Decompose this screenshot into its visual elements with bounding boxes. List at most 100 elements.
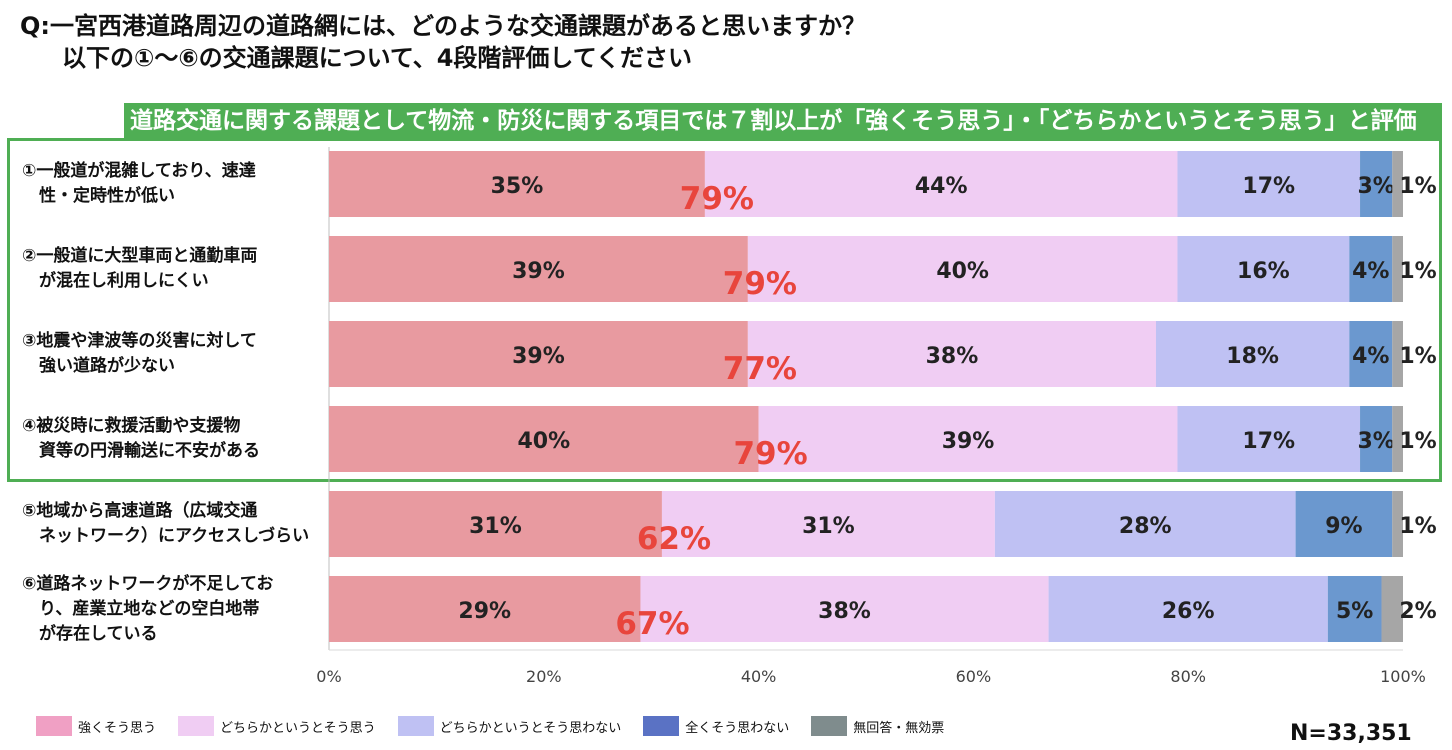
bar-segment-row2-s1 bbox=[329, 236, 748, 302]
row-label-4: ④被災時に救援活動や支援物 資等の円滑輸送に不安がある bbox=[22, 416, 260, 461]
data-label-row3-s3: 18% bbox=[1226, 344, 1279, 369]
data-label-row2-s5: 1% bbox=[1399, 259, 1436, 284]
subtotal-label-row3: 77% bbox=[723, 351, 797, 387]
data-label-row3-s1: 39% bbox=[512, 344, 565, 369]
legend-label: どちらかというとそう思わない bbox=[439, 720, 622, 736]
x-tick-label: 100% bbox=[1380, 667, 1426, 686]
data-label-row6-s3: 26% bbox=[1162, 599, 1215, 624]
x-tick-label: 40% bbox=[741, 667, 777, 686]
bar-segment-row4-s4 bbox=[1360, 406, 1393, 472]
data-label-row1-s5: 1% bbox=[1399, 174, 1436, 199]
data-label-row1-s3: 17% bbox=[1242, 174, 1295, 199]
bar-segment-row5-s2 bbox=[661, 491, 995, 557]
data-label-row5-s1: 31% bbox=[469, 514, 522, 539]
data-label-row6-s4: 5% bbox=[1336, 599, 1373, 624]
data-label-row1-s4: 3% bbox=[1357, 174, 1394, 199]
highlight-banner: 道路交通に関する課題として物流・防災に関する項目では７割以上が「強くそう思う」・… bbox=[124, 103, 1442, 140]
bar-segment-row1-s5 bbox=[1392, 151, 1403, 217]
bar-segment-row5-s3 bbox=[994, 491, 1296, 557]
bar-segment-row1-s3 bbox=[1177, 151, 1361, 217]
bar-segment-row5-s5 bbox=[1392, 491, 1403, 557]
bar-segment-row6-s5 bbox=[1381, 576, 1403, 642]
bar-segment-row6-s4 bbox=[1327, 576, 1382, 642]
subtotal-label-row2: 79% bbox=[723, 266, 797, 302]
subtotal-label-row6: 67% bbox=[615, 606, 689, 642]
data-label-row4-s3: 17% bbox=[1242, 429, 1295, 454]
data-label-row2-s2: 40% bbox=[936, 259, 989, 284]
bar-segment-row1-s4 bbox=[1360, 151, 1393, 217]
data-label-row5-s2: 31% bbox=[802, 514, 855, 539]
sample-size: N=33,351 bbox=[1290, 721, 1412, 746]
bar-segment-row5-s1 bbox=[329, 491, 662, 557]
data-label-row5-s5: 1% bbox=[1399, 514, 1436, 539]
legend: 強くそう思う どちらかというとそう思う どちらかというとそう思わない 全くそう思わない… bbox=[36, 716, 966, 736]
data-label-row6-s1: 29% bbox=[458, 599, 511, 624]
legend-swatch bbox=[811, 716, 848, 736]
x-tick-label: 80% bbox=[1170, 667, 1206, 686]
data-label-row5-s3: 28% bbox=[1119, 514, 1172, 539]
data-label-row3-s4: 4% bbox=[1352, 344, 1389, 369]
legend-swatch bbox=[397, 716, 434, 736]
legend-label: 強くそう思う bbox=[78, 720, 157, 736]
row-label-3: ③地震や津波等の災害に対して 強い道路が少ない bbox=[22, 331, 257, 376]
bar-segment-row6-s3 bbox=[1048, 576, 1328, 642]
row-label-6: ⑥道路ネットワークが不足してお り、産業立地などの空白地帯 が存在している bbox=[22, 573, 274, 644]
row-label-1: ①一般道が混雑しており、速達 性・定時性が低い bbox=[22, 161, 256, 206]
data-label-row3-s2: 38% bbox=[926, 344, 979, 369]
data-label-row2-s3: 16% bbox=[1237, 259, 1290, 284]
bar-segment-row4-s1 bbox=[329, 406, 759, 472]
legend-item-2: どちらかというとそう思う bbox=[178, 716, 376, 736]
legend-label: 全くそう思わない bbox=[685, 720, 790, 736]
bar-segment-row5-s4 bbox=[1295, 491, 1393, 557]
legend-swatch bbox=[643, 716, 680, 736]
subtotal-label-row5: 62% bbox=[637, 521, 711, 557]
data-label-row2-s1: 39% bbox=[512, 259, 565, 284]
data-label-row4-s1: 40% bbox=[517, 429, 570, 454]
data-label-row1-s1: 35% bbox=[491, 174, 544, 199]
x-tick-label: 0% bbox=[316, 667, 341, 686]
highlight-frame bbox=[7, 138, 1442, 482]
bar-segment-row3-s5 bbox=[1392, 321, 1403, 387]
bar-segment-row3-s2 bbox=[747, 321, 1156, 387]
subtotal-label-row1: 79% bbox=[680, 181, 754, 217]
data-label-row5-s4: 9% bbox=[1325, 514, 1362, 539]
x-tick-label: 60% bbox=[956, 667, 992, 686]
bar-segment-row4-s3 bbox=[1177, 406, 1361, 472]
bar-segment-row3-s1 bbox=[329, 321, 748, 387]
data-label-row6-s5: 2% bbox=[1399, 599, 1436, 624]
data-label-row2-s4: 4% bbox=[1352, 259, 1389, 284]
legend-swatch bbox=[36, 716, 72, 736]
data-label-row1-s2: 44% bbox=[915, 174, 968, 199]
data-label-row4-s5: 1% bbox=[1399, 429, 1436, 454]
row-label-2: ②一般道に大型車両と通勤車両 が混在し利用しにくい bbox=[22, 246, 258, 291]
bar-segment-row2-s4 bbox=[1349, 236, 1393, 302]
legend-label: どちらかというとそう思う bbox=[220, 720, 376, 736]
bar-segment-row1-s1 bbox=[329, 151, 705, 217]
data-label-row6-s2: 38% bbox=[818, 599, 871, 624]
bar-segment-row3-s4 bbox=[1349, 321, 1393, 387]
legend-item-5: 無回答・無効票 bbox=[811, 716, 944, 736]
legend-item-3: どちらかというとそう思わない bbox=[397, 716, 622, 736]
bar-segment-row1-s2 bbox=[704, 151, 1178, 217]
bar-segment-row4-s5 bbox=[1392, 406, 1403, 472]
bar-segment-row2-s3 bbox=[1177, 236, 1350, 302]
question-line-2: 以下の①～⑥の交通課題について、4段階評価してください bbox=[62, 44, 692, 72]
legend-label: 無回答・無効票 bbox=[853, 720, 945, 736]
data-label-row3-s5: 1% bbox=[1399, 344, 1436, 369]
data-label-row4-s4: 3% bbox=[1357, 429, 1394, 454]
bar-segment-row3-s3 bbox=[1155, 321, 1350, 387]
x-tick-label: 20% bbox=[526, 667, 562, 686]
subtotal-label-row4: 79% bbox=[733, 436, 807, 472]
data-label-row4-s2: 39% bbox=[942, 429, 995, 454]
row-label-5: ⑤地域から高速道路（広域交通 ネットワーク）にアクセスしづらい bbox=[22, 501, 310, 546]
question-line-1: Q:一宮西港道路周辺の道路網には、どのような交通課題があると思いますか？ bbox=[20, 12, 866, 40]
legend-item-4: 全くそう思わない bbox=[643, 716, 789, 736]
bar-segment-row4-s2 bbox=[758, 406, 1178, 472]
bar-segment-row6-s1 bbox=[329, 576, 641, 642]
bar-segment-row2-s5 bbox=[1392, 236, 1403, 302]
legend-swatch bbox=[178, 716, 215, 736]
bar-segment-row2-s2 bbox=[747, 236, 1178, 302]
legend-item-1: 強くそう思う bbox=[36, 716, 156, 736]
bar-segment-row6-s2 bbox=[640, 576, 1049, 642]
